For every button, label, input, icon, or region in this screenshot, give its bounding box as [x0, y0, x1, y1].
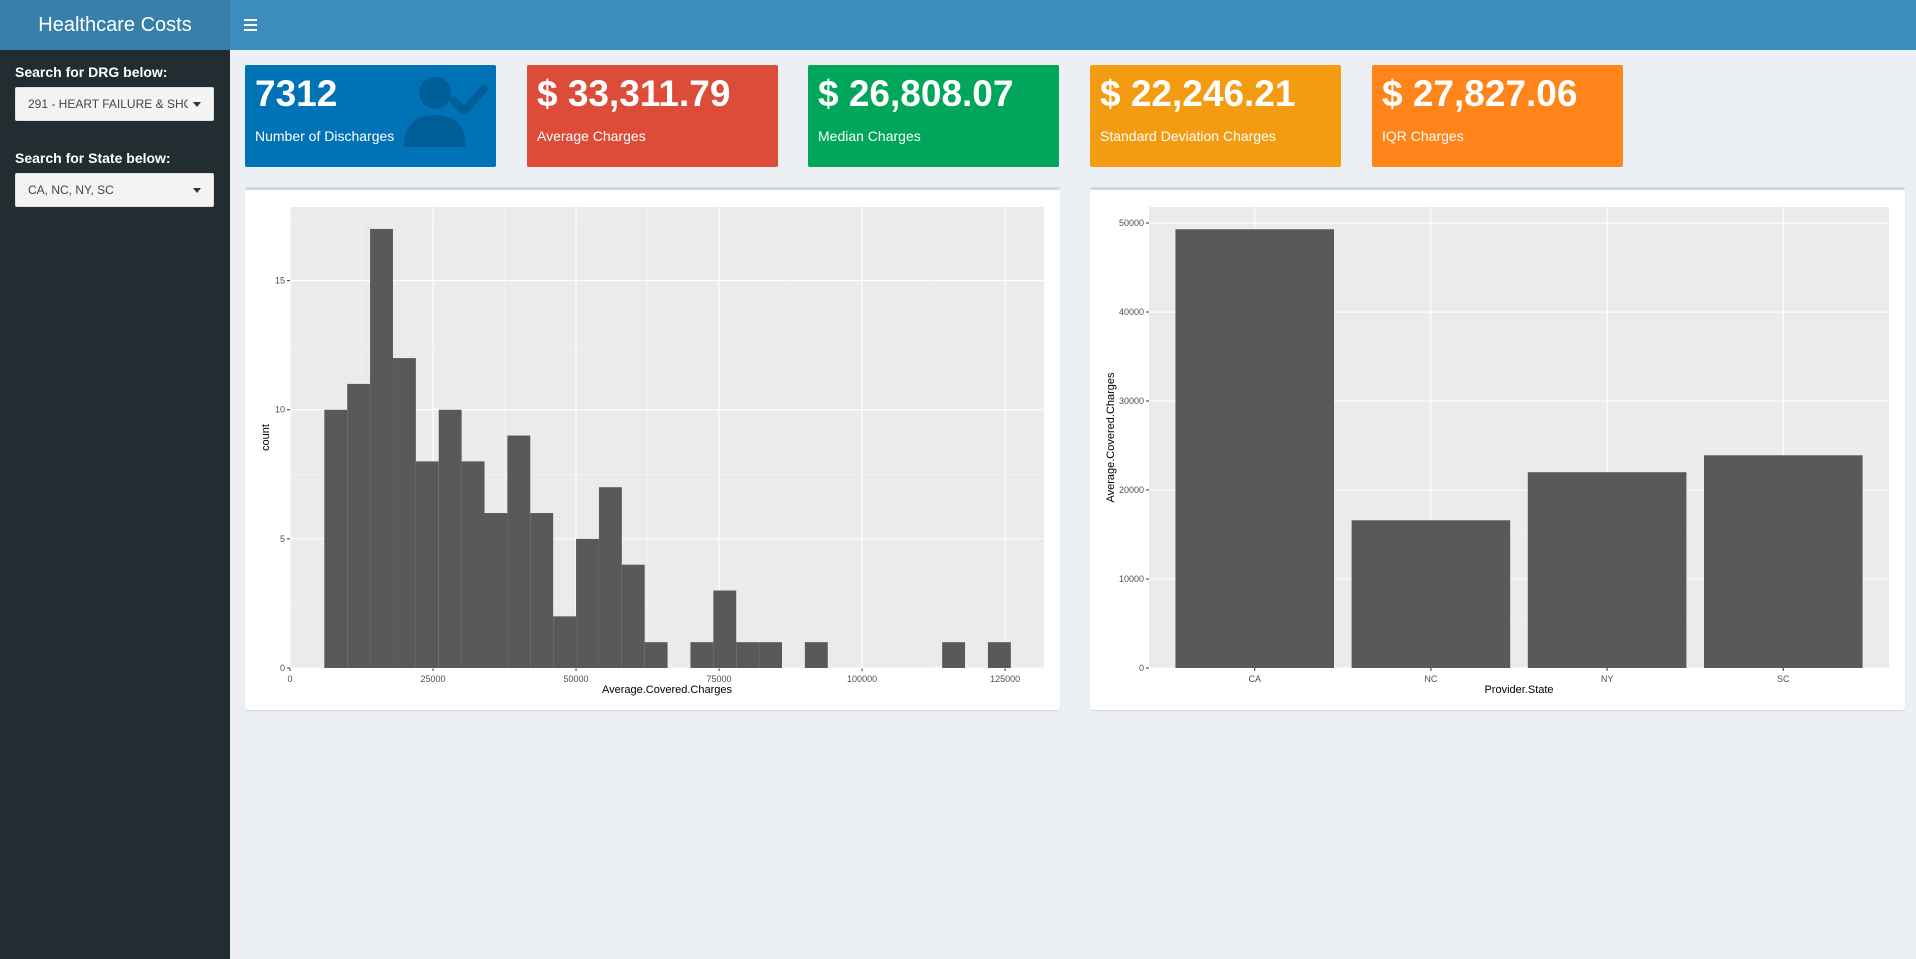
- histogram-bar: [392, 358, 416, 668]
- drg-select-value: 291 - HEART FAILURE & SHOCK W MCC: [28, 97, 188, 111]
- iqr-charges-value: $ 27,827.06: [1382, 73, 1578, 114]
- y-tick-label: 40000: [1119, 307, 1144, 317]
- discharges-label: Number of Discharges: [255, 128, 395, 144]
- app-title[interactable]: Healthcare Costs: [0, 0, 230, 50]
- state-select[interactable]: CA, NC, NY, SC: [15, 173, 214, 207]
- state-bar: [1527, 472, 1687, 668]
- histogram-bar: [713, 590, 737, 668]
- histogram-bar: [942, 642, 966, 668]
- histogram-bar: [347, 383, 371, 668]
- y-tick-label: 20000: [1119, 485, 1144, 495]
- average-charges-label: Average Charges: [537, 128, 646, 144]
- value-box-average: $ 33,311.79 Average Charges: [527, 65, 778, 167]
- histogram-bar: [484, 513, 508, 668]
- y-tick-label: 50000: [1119, 218, 1144, 228]
- caret-down-icon: [193, 102, 201, 107]
- y-tick-label: 0: [1139, 663, 1144, 673]
- y-tick-label: 10000: [1119, 574, 1144, 584]
- x-tick-label: 50000: [564, 674, 589, 684]
- value-box-stddev: $ 22,246.21 Standard Deviation Charges: [1090, 65, 1341, 167]
- x-axis-title: Provider.State: [1484, 684, 1553, 696]
- histogram-bar: [690, 642, 714, 668]
- histogram-bar: [461, 461, 485, 668]
- histogram-bar: [621, 564, 645, 668]
- y-axis-title: count: [260, 424, 272, 451]
- caret-down-icon: [193, 188, 201, 193]
- histogram-panel: 0 25000 50000 75000 100000 125000 0 5 10 15 Averag…: [245, 187, 1060, 710]
- x-tick-label: SC: [1777, 674, 1790, 684]
- histogram-bar: [530, 513, 554, 668]
- histogram-bar: [553, 616, 577, 668]
- x-tick-label: 25000: [421, 674, 446, 684]
- x-axis-title: Average.Covered.Charges: [602, 684, 733, 696]
- x-tick-label: 100000: [847, 674, 877, 684]
- stddev-charges-label: Standard Deviation Charges: [1100, 128, 1276, 144]
- x-tick-label: CA: [1248, 674, 1261, 684]
- histogram-bar: [804, 642, 828, 668]
- value-box-iqr: $ 27,827.06 IQR Charges: [1372, 65, 1623, 167]
- state-search-label: Search for State below:: [15, 150, 171, 166]
- state-bar: [1704, 455, 1863, 668]
- y-tick-label: 0: [280, 663, 285, 673]
- y-tick-label: 15: [275, 276, 285, 286]
- discharges-value: 7312: [255, 73, 338, 114]
- user-check-icon: [404, 77, 488, 147]
- histogram-bar: [576, 538, 599, 668]
- histogram-bar: [759, 642, 782, 668]
- state-bar: [1351, 520, 1511, 668]
- state-bar: [1175, 229, 1334, 669]
- y-tick-label: 10: [275, 405, 285, 415]
- iqr-charges-label: IQR Charges: [1382, 128, 1464, 144]
- y-tick-label: 5: [280, 534, 285, 544]
- drg-search-label: Search for DRG below:: [15, 64, 168, 80]
- x-tick-label: NC: [1424, 674, 1437, 684]
- histogram-bar: [324, 409, 348, 668]
- x-tick-label: 75000: [707, 674, 732, 684]
- x-tick-label: 0: [287, 674, 292, 684]
- histogram-chart: 0 25000 50000 75000 100000 125000 0 5 10 15 Averag…: [260, 207, 1044, 696]
- x-tick-label: NY: [1601, 674, 1614, 684]
- state-select-value: CA, NC, NY, SC: [28, 183, 114, 197]
- average-charges-value: $ 33,311.79: [537, 73, 731, 114]
- sidebar: Search for DRG below: 291 - HEART FAILUR…: [0, 50, 230, 959]
- value-box-median: $ 26,808.07 Median Charges: [808, 65, 1059, 167]
- histogram-bar: [507, 435, 531, 668]
- histogram-bar: [736, 642, 760, 668]
- histogram-bar: [415, 461, 439, 668]
- y-tick-label: 30000: [1119, 396, 1144, 406]
- value-box-discharges: 7312 Number of Discharges: [245, 65, 496, 167]
- median-charges-label: Median Charges: [818, 128, 921, 144]
- stddev-charges-value: $ 22,246.21: [1100, 73, 1296, 114]
- histogram-bar: [598, 487, 622, 668]
- median-charges-value: $ 26,808.07: [818, 73, 1014, 114]
- sidebar-toggle-icon[interactable]: [244, 13, 268, 37]
- drg-select[interactable]: 291 - HEART FAILURE & SHOCK W MCC: [15, 87, 214, 121]
- y-axis-title: Average.Covered.Charges: [1105, 372, 1117, 503]
- x-tick-label: 125000: [990, 674, 1020, 684]
- state-bar-chart: 0 10000 20000 30000 40000 50000 CA NC NY SC Provid…: [1105, 207, 1889, 696]
- histogram-bar: [438, 409, 462, 668]
- histogram-bar: [644, 642, 668, 668]
- histogram-bar: [370, 228, 393, 668]
- histogram-bar: [987, 642, 1011, 668]
- top-navbar: [230, 0, 1916, 50]
- state-bar-panel: 0 10000 20000 30000 40000 50000 CA NC NY SC Provid…: [1090, 187, 1905, 710]
